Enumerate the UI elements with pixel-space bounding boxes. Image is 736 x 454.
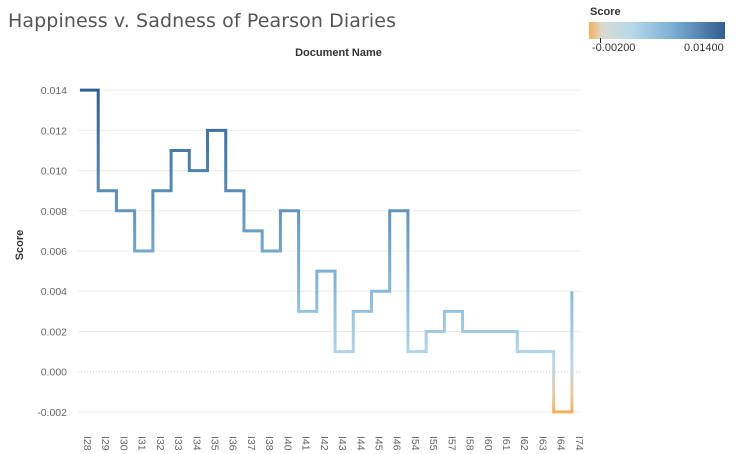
x-tick-label: I29 [99, 436, 111, 451]
x-tick-label: I40 [281, 436, 293, 451]
x-tick-label: I54 [409, 436, 421, 451]
x-tick-label: I43 [336, 436, 348, 451]
x-tick-label: I60 [482, 436, 494, 451]
y-tick-label: -0.002 [37, 407, 67, 419]
x-tick-label: I37 [245, 436, 257, 451]
y-tick-label: 0.004 [41, 286, 67, 298]
x-tick-label: I35 [209, 436, 221, 451]
legend-min-label: -0.00200 [592, 42, 636, 54]
x-axis-title: Document Name [295, 47, 382, 59]
x-tick-label: I74 [573, 436, 585, 451]
x-tick-label: I31 [136, 436, 148, 451]
y-tick-label: 0.012 [41, 125, 67, 137]
legend-title: Score [590, 6, 621, 18]
x-tick-label: I30 [117, 436, 129, 451]
legend-color-ramp[interactable] [589, 22, 725, 39]
y-axis-ticks: 0.014 0.012 0.010 0.008 0.006 0.004 0.002 0.000… [37, 85, 67, 419]
x-tick-label: I34 [190, 436, 202, 451]
y-tick-label: 0.002 [41, 326, 67, 338]
x-tick-label: I55 [427, 436, 439, 451]
y-axis-title: Score [14, 230, 26, 261]
x-tick-label: I36 [227, 436, 239, 451]
gridlines [78, 89, 581, 413]
x-tick-label: I28 [81, 436, 93, 451]
x-axis-ticks: I28 I29 I30 I31 I32 I33 I34 I35 I36 I37 I38 I40 I41 I… [81, 436, 585, 451]
score-step-line[interactable] [80, 88, 574, 414]
x-tick-label: I38 [263, 436, 275, 451]
x-tick-label: I45 [372, 436, 384, 451]
x-tick-label: I32 [154, 436, 166, 451]
x-tick-label: I64 [555, 436, 567, 451]
x-tick-label: I61 [500, 436, 512, 451]
x-tick-label: I58 [464, 436, 476, 451]
x-tick-label: I57 [445, 436, 457, 451]
x-tick-label: I62 [518, 436, 530, 451]
chart-title: Happiness v. Sadness of Pearson Diaries [8, 10, 397, 32]
x-tick-label: I63 [536, 436, 548, 451]
y-tick-label: 0.008 [41, 206, 67, 218]
y-tick-label: 0.006 [41, 246, 67, 258]
x-tick-label: I46 [391, 436, 403, 451]
y-tick-label: 0.010 [41, 166, 67, 178]
x-tick-label: I41 [300, 436, 312, 451]
y-tick-label: 0.014 [41, 85, 67, 97]
x-tick-label: I44 [354, 436, 366, 451]
x-tick-label: I42 [318, 436, 330, 451]
x-tick-label: I33 [172, 436, 184, 451]
legend-max-label: 0.01400 [684, 42, 724, 54]
y-tick-label: 0.000 [41, 367, 67, 379]
legend-zero-tick [600, 38, 601, 43]
